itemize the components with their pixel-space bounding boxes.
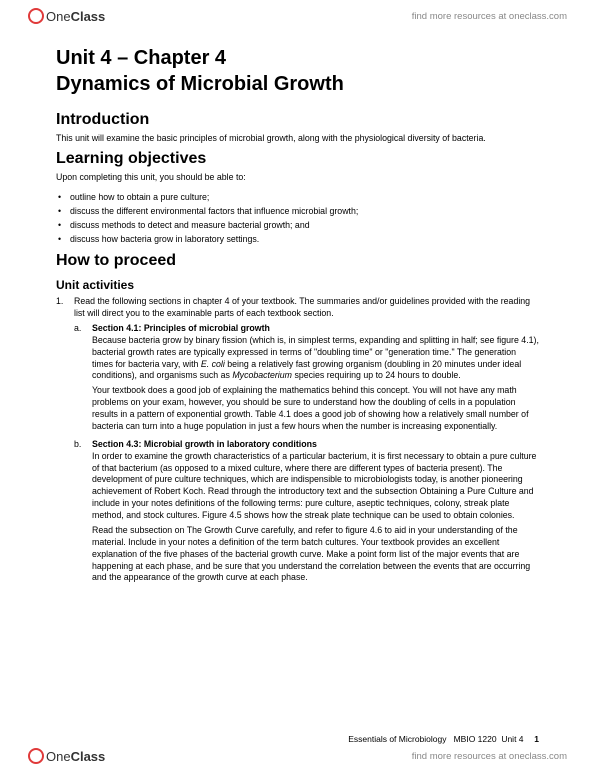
learning-objectives-lead: Upon completing this unit, you should be… — [56, 172, 539, 183]
logo-text: OneClass — [46, 9, 105, 24]
how-to-proceed-heading: How to proceed — [56, 252, 539, 270]
item-number: 1. — [56, 296, 63, 307]
logo-text: OneClass — [46, 749, 105, 764]
list-item: discuss the different environmental fact… — [70, 204, 539, 218]
item-letter: a. — [74, 323, 81, 335]
section-paragraph: Your textbook does a good job of explain… — [92, 385, 539, 433]
unit-title-line2: Dynamics of Microbial Growth — [56, 72, 539, 97]
footer-course-line: Essentials of Microbiology MBIO 1220 Uni… — [348, 734, 539, 744]
introduction-heading: Introduction — [56, 111, 539, 129]
activities-list: 1. Read the following sections in chapte… — [56, 296, 539, 584]
section-title: Section 4.3: Microbial growth in laborat… — [92, 439, 317, 449]
header-bar: OneClass find more resources at oneclass… — [0, 0, 595, 28]
footer-bar: OneClass find more resources at oneclass… — [0, 748, 595, 764]
list-item: discuss methods to detect and measure ba… — [70, 218, 539, 232]
section-item-b: b. Section 4.3: Microbial growth in labo… — [74, 439, 539, 585]
item-letter: b. — [74, 439, 81, 451]
section-item-a: a. Section 4.1: Principles of microbial … — [74, 323, 539, 433]
list-item: discuss how bacteria grow in laboratory … — [70, 232, 539, 246]
footer-logo: OneClass — [28, 748, 105, 764]
logo-icon — [28, 8, 44, 24]
section-paragraph: Because bacteria grow by binary fission … — [92, 335, 539, 383]
activity-text: Read the following sections in chapter 4… — [74, 296, 530, 317]
logo-icon — [28, 748, 44, 764]
footer-link[interactable]: find more resources at oneclass.com — [412, 751, 567, 762]
logo: OneClass — [28, 8, 105, 24]
learning-objectives-list: outline how to obtain a pure culture; di… — [56, 190, 539, 246]
unit-activities-heading: Unit activities — [56, 278, 539, 292]
section-list: a. Section 4.1: Principles of microbial … — [74, 323, 539, 584]
section-paragraph: In order to examine the growth character… — [92, 451, 539, 522]
unit-title-line1: Unit 4 – Chapter 4 — [56, 46, 539, 71]
page-content: Unit 4 – Chapter 4 Dynamics of Microbial… — [0, 28, 595, 584]
section-title: Section 4.1: Principles of microbial gro… — [92, 323, 270, 333]
activity-item: 1. Read the following sections in chapte… — [56, 296, 539, 584]
learning-objectives-heading: Learning objectives — [56, 150, 539, 168]
section-paragraph: Read the subsection on The Growth Curve … — [92, 525, 539, 584]
header-link[interactable]: find more resources at oneclass.com — [412, 11, 567, 22]
introduction-text: This unit will examine the basic princip… — [56, 133, 539, 144]
list-item: outline how to obtain a pure culture; — [70, 190, 539, 204]
